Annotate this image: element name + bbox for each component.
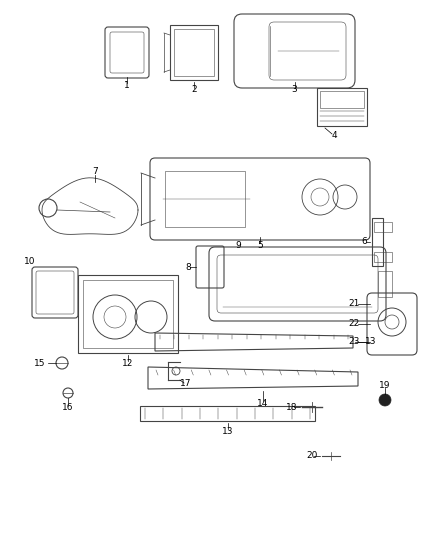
Text: 19: 19 <box>379 382 391 391</box>
Text: 13: 13 <box>365 337 377 346</box>
Bar <box>174 29 214 76</box>
Text: 5: 5 <box>257 240 263 249</box>
Text: 3: 3 <box>292 85 297 94</box>
Text: 12: 12 <box>122 359 134 367</box>
Text: 7: 7 <box>92 167 98 176</box>
Text: 22: 22 <box>348 319 360 328</box>
Bar <box>320 91 364 108</box>
Text: 2: 2 <box>191 85 197 94</box>
Text: 15: 15 <box>34 359 46 367</box>
Text: 4: 4 <box>331 132 337 141</box>
Bar <box>378 271 392 297</box>
Bar <box>165 171 245 227</box>
Text: 18: 18 <box>286 402 298 411</box>
Text: 9: 9 <box>235 240 241 249</box>
Bar <box>83 280 173 348</box>
Text: 14: 14 <box>257 399 268 408</box>
Text: 16: 16 <box>62 402 74 411</box>
Text: 17: 17 <box>180 379 192 389</box>
Text: 10: 10 <box>24 257 36 266</box>
Text: 20: 20 <box>306 451 318 461</box>
Circle shape <box>379 394 391 406</box>
Bar <box>78 275 178 353</box>
Text: 21: 21 <box>348 300 360 309</box>
Bar <box>317 88 367 126</box>
Bar <box>170 25 218 80</box>
Bar <box>372 218 383 266</box>
Bar <box>140 406 315 421</box>
Text: 23: 23 <box>348 337 360 346</box>
Text: 6: 6 <box>361 238 367 246</box>
Text: 13: 13 <box>222 426 233 435</box>
Bar <box>374 222 392 232</box>
Bar <box>374 252 392 262</box>
Text: 1: 1 <box>124 80 130 90</box>
Text: 8: 8 <box>185 262 191 271</box>
